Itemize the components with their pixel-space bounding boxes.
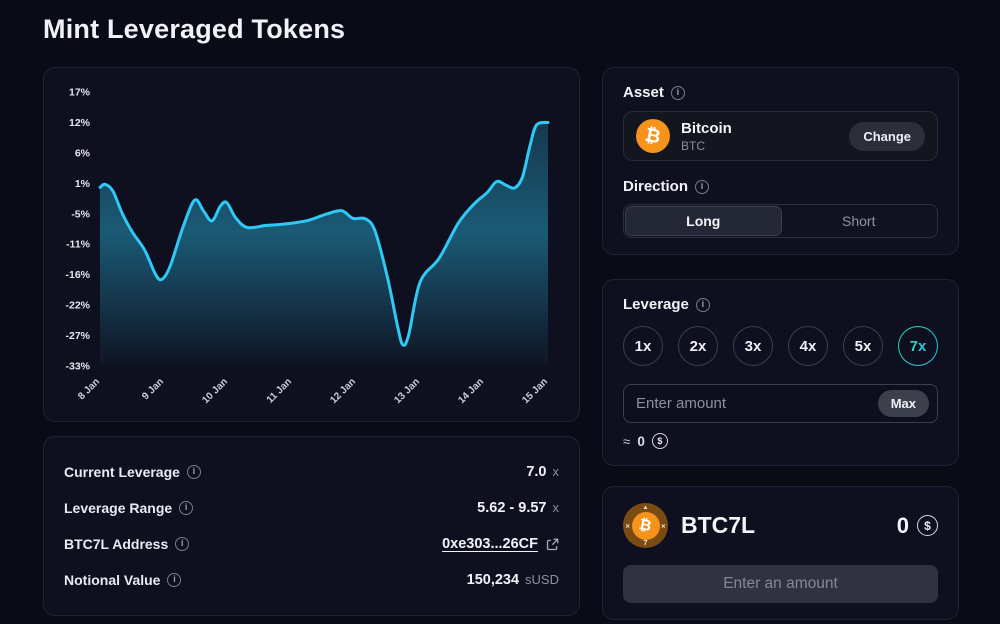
- stat-label: Leverage Range: [64, 500, 173, 516]
- leverage-heading: Leverage: [623, 296, 938, 313]
- y-axis-tick: -5%: [71, 208, 90, 220]
- leverage-panel: Leverage 1x 2x 3x 4x 5x 7x Max ≈ 0: [602, 279, 959, 466]
- info-icon[interactable]: [695, 297, 710, 312]
- leverage-option-5x[interactable]: 5x: [843, 326, 883, 366]
- amount-input[interactable]: [636, 395, 878, 412]
- leverage-options: 1x 2x 3x 4x 5x 7x: [623, 326, 938, 366]
- page-title: Mint Leveraged Tokens: [43, 14, 346, 44]
- y-axis-tick: 1%: [75, 178, 91, 190]
- approx-value-row: ≈ 0: [623, 433, 938, 449]
- stat-row-current-leverage: Current Leverage 7.0 x: [64, 454, 559, 490]
- stat-label: BTC7L Address: [64, 536, 169, 552]
- stat-row-btc7l-address: BTC7L Address 0xe303...26CF: [64, 526, 559, 562]
- asset-symbol: BTC: [681, 138, 705, 153]
- y-axis-tick: 6%: [75, 147, 91, 159]
- y-axis-tick: 12%: [69, 117, 91, 129]
- token-stats-panel: Current Leverage 7.0 x Leverage Range 5.62 -…: [43, 436, 580, 616]
- direction-heading-label: Direction: [623, 178, 689, 195]
- direction-toggle: Long Short: [623, 204, 938, 238]
- badge-multiply-right: ×: [661, 520, 666, 530]
- info-icon[interactable]: [670, 85, 685, 100]
- performance-chart: 17% 12% 6% 1% -5% -11% -16% -22% -27% -33% 8 Jan 9 …: [65, 87, 550, 407]
- leverage-option-2x[interactable]: 2x: [678, 326, 718, 366]
- stat-unit: x: [552, 500, 560, 515]
- x-axis-tick: 10 Jan: [200, 376, 230, 406]
- stat-label: Notional Value: [64, 572, 161, 588]
- asset-name: Bitcoin: [681, 119, 732, 137]
- stat-value: 7.0: [526, 464, 547, 480]
- max-button[interactable]: Max: [877, 390, 929, 417]
- performance-chart-panel: 17% 12% 6% 1% -5% -11% -16% -22% -27% -33% 8 Jan 9 …: [43, 67, 580, 422]
- y-axis-tick: -16%: [65, 269, 90, 281]
- x-axis-tick: 9 Jan: [140, 376, 166, 402]
- x-axis-tick: 13 Jan: [392, 376, 422, 406]
- y-axis-tick: -22%: [65, 300, 90, 312]
- badge-multiply-left: ×: [625, 520, 630, 530]
- performance-area-fill: [100, 122, 548, 367]
- leverage-heading-label: Leverage: [623, 296, 689, 313]
- x-axis-tick: 8 Jan: [76, 376, 102, 402]
- bitcoin-icon: ₿: [636, 119, 670, 153]
- y-axis-tick: -27%: [65, 330, 90, 342]
- bitcoin-icon: ₿: [631, 511, 660, 540]
- leverage-option-1x[interactable]: 1x: [623, 326, 663, 366]
- info-icon[interactable]: [175, 537, 190, 551]
- info-icon[interactable]: [167, 573, 182, 587]
- y-axis-tick: -11%: [66, 239, 91, 251]
- badge-up-arrow: ▲: [642, 505, 649, 511]
- susd-icon: [917, 515, 938, 536]
- asset-direction-panel: Asset ₿ Bitcoin BTC Change Direction Lon…: [602, 67, 959, 255]
- stat-row-notional-value: Notional Value 150,234 sUSD: [64, 562, 559, 598]
- leverage-option-4x[interactable]: 4x: [788, 326, 828, 366]
- x-axis-tick: 12 Jan: [328, 376, 358, 406]
- amount-input-box: Max: [623, 384, 938, 423]
- stat-value[interactable]: 0xe303...26CF: [442, 536, 538, 552]
- mint-submit-button[interactable]: Enter an amount: [623, 565, 938, 603]
- y-axis-tick: 17%: [69, 87, 91, 99]
- stat-unit: sUSD: [525, 572, 559, 587]
- info-icon[interactable]: [695, 179, 710, 194]
- direction-heading: Direction: [623, 178, 938, 195]
- stat-value: 150,234: [466, 572, 520, 588]
- stat-value: 5.62 - 9.57: [477, 500, 547, 516]
- asset-heading-label: Asset: [623, 84, 664, 101]
- x-axis-tick: 15 Jan: [520, 376, 550, 406]
- selected-asset-card: ₿ Bitcoin BTC Change: [623, 111, 938, 161]
- x-axis-tick: 14 Jan: [456, 376, 486, 406]
- mint-token-symbol: BTC7L: [681, 512, 756, 538]
- info-icon[interactable]: [186, 465, 201, 479]
- susd-icon: [651, 433, 668, 449]
- y-axis-tick: -33%: [65, 361, 90, 373]
- mint-token-balance: 0: [896, 512, 909, 538]
- asset-heading: Asset: [623, 84, 938, 101]
- approx-symbol: ≈: [623, 433, 631, 449]
- external-link-icon[interactable]: [546, 538, 559, 551]
- stat-row-leverage-range: Leverage Range 5.62 - 9.57 x: [64, 490, 559, 526]
- stat-unit: x: [552, 464, 560, 479]
- direction-option-long[interactable]: Long: [625, 206, 782, 236]
- info-icon[interactable]: [179, 501, 194, 515]
- leverage-option-7x[interactable]: 7x: [898, 326, 938, 366]
- mint-token-panel: ▲ × × 7 ₿ BTC7L 0 Enter an amount: [602, 486, 959, 620]
- leverage-option-3x[interactable]: 3x: [733, 326, 773, 366]
- performance-line: [98, 120, 550, 347]
- direction-option-short[interactable]: Short: [842, 213, 876, 229]
- change-asset-button[interactable]: Change: [849, 121, 925, 151]
- stat-label: Current Leverage: [64, 464, 180, 480]
- badge-leverage-number: 7: [643, 537, 648, 547]
- btc7l-token-icon: ▲ × × 7 ₿: [623, 503, 668, 548]
- approx-usd-value: 0: [637, 433, 645, 449]
- x-axis-tick: 11 Jan: [265, 376, 294, 405]
